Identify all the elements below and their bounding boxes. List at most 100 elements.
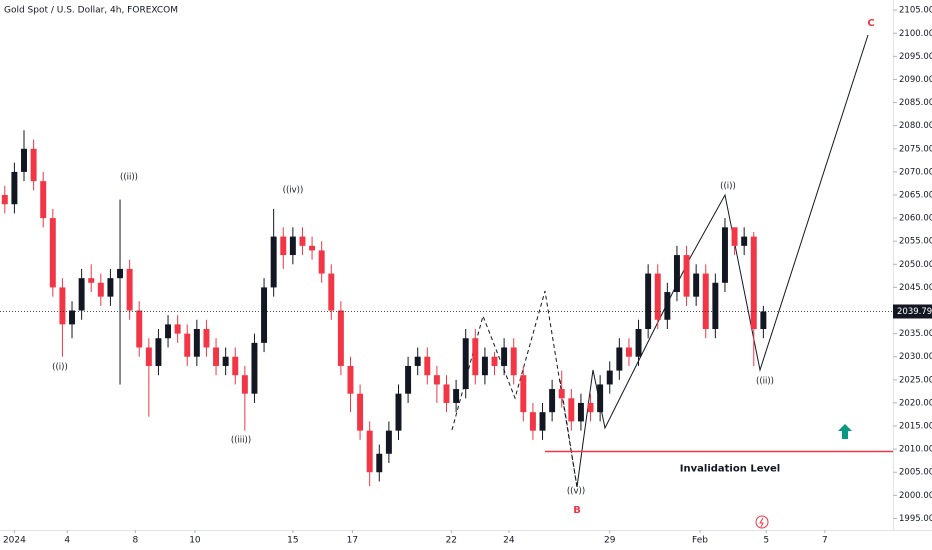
candle-body [328,273,335,311]
y-tick-label: 2050.00 [899,260,932,270]
candle-body [597,384,604,413]
candle-body [481,356,488,376]
candle-body [165,324,172,339]
candle-body [347,365,354,394]
wave-letter: B [573,505,581,516]
candle-body [251,342,258,394]
candle-body [616,347,623,371]
y-tick-label: 2060.00 [899,214,932,224]
candle-body [625,347,632,357]
candle-body [145,347,152,366]
wave-line [576,34,869,488]
y-tick-label: 2085.00 [899,98,932,108]
candle-body [664,292,671,320]
x-tick-label: 29 [604,536,616,546]
candle-body [712,282,719,329]
x-tick-label: 7 [822,536,828,546]
candle-body [587,402,594,413]
candle-body [721,227,728,283]
wave-label: ((ii)) [756,377,774,387]
candle-body [510,347,517,376]
invalidation-label: Invalidation Level [680,463,780,474]
x-tick-label: 10 [189,536,201,546]
candle-body [702,273,709,329]
candle-body [654,273,661,320]
candle-body [395,393,402,431]
candle-body [213,347,220,366]
candle-body [357,393,364,431]
candle-body [673,255,680,293]
y-tick-label: 2035.00 [899,329,932,339]
y-tick-label: 2030.00 [899,352,932,362]
y-tick-label: 2015.00 [899,422,932,432]
y-tick-label: 2105.00 [899,6,932,16]
candle-body [337,310,344,366]
candle-body [30,148,37,182]
candle-body [107,278,114,297]
candle-body [184,333,191,357]
candle-body [174,324,181,334]
candle-body [69,310,75,325]
candle-body [299,236,306,246]
wave-letter: C [867,18,874,29]
candle-body [59,287,66,325]
candle-body [462,338,469,390]
candle-body [366,430,373,473]
candle-body [1,194,8,205]
candle-body [433,375,440,385]
x-tick-label: 22 [446,536,457,546]
candle-body [405,365,412,394]
candle-body [750,236,757,329]
y-tick-label: 2010.00 [899,445,932,455]
candle-body [117,268,124,279]
candle-body [376,453,383,473]
candle-body [683,255,690,297]
y-tick-label: 2000.00 [899,491,932,501]
chart-title: Gold Spot / U.S. Dollar, 4h, FOREXCOM [4,6,178,16]
x-tick-label: 5 [763,536,769,546]
y-tick-label: 2095.00 [899,52,932,62]
wave-label: ((v)) [567,487,585,497]
y-tick-label: 2090.00 [899,75,932,85]
candle-body [501,347,508,366]
x-tick-label: 4 [64,536,70,546]
candle-body [136,310,143,348]
last-price-label: 2039.79 [897,307,932,317]
candle-body [49,218,56,288]
candle-body [491,356,498,366]
x-tick-label: Feb [692,536,708,546]
candle-body [558,389,565,399]
candle-body [414,356,421,366]
candle-body [318,250,325,274]
candle-body [280,236,287,256]
candle-body [78,278,85,311]
candle-body [606,370,613,385]
candle-body [97,282,104,297]
y-tick-label: 2070.00 [899,167,932,177]
candle-body [577,402,584,422]
candle-body [635,328,642,357]
candle-body [424,356,431,376]
y-tick-label: 2045.00 [899,283,932,293]
wave-label: ((iv)) [283,186,304,196]
candle-body [222,356,229,366]
wave-label: ((iii)) [231,436,251,446]
candle-body [472,338,479,376]
candle-body [289,236,296,256]
candle-body [261,287,268,343]
candle-body [520,375,527,413]
candle-body [232,356,239,376]
up-arrow [838,424,852,439]
candle-body [203,328,210,348]
y-tick-label: 2025.00 [899,375,932,385]
candle-body [126,268,133,311]
y-tick-label: 2100.00 [899,29,932,39]
x-tick-label: 8 [133,536,139,546]
event-icon [755,515,769,529]
x-tick-label: 24 [503,536,515,546]
x-tick-label: 15 [287,536,298,546]
candle-body [40,181,47,219]
candle-body [270,236,277,288]
